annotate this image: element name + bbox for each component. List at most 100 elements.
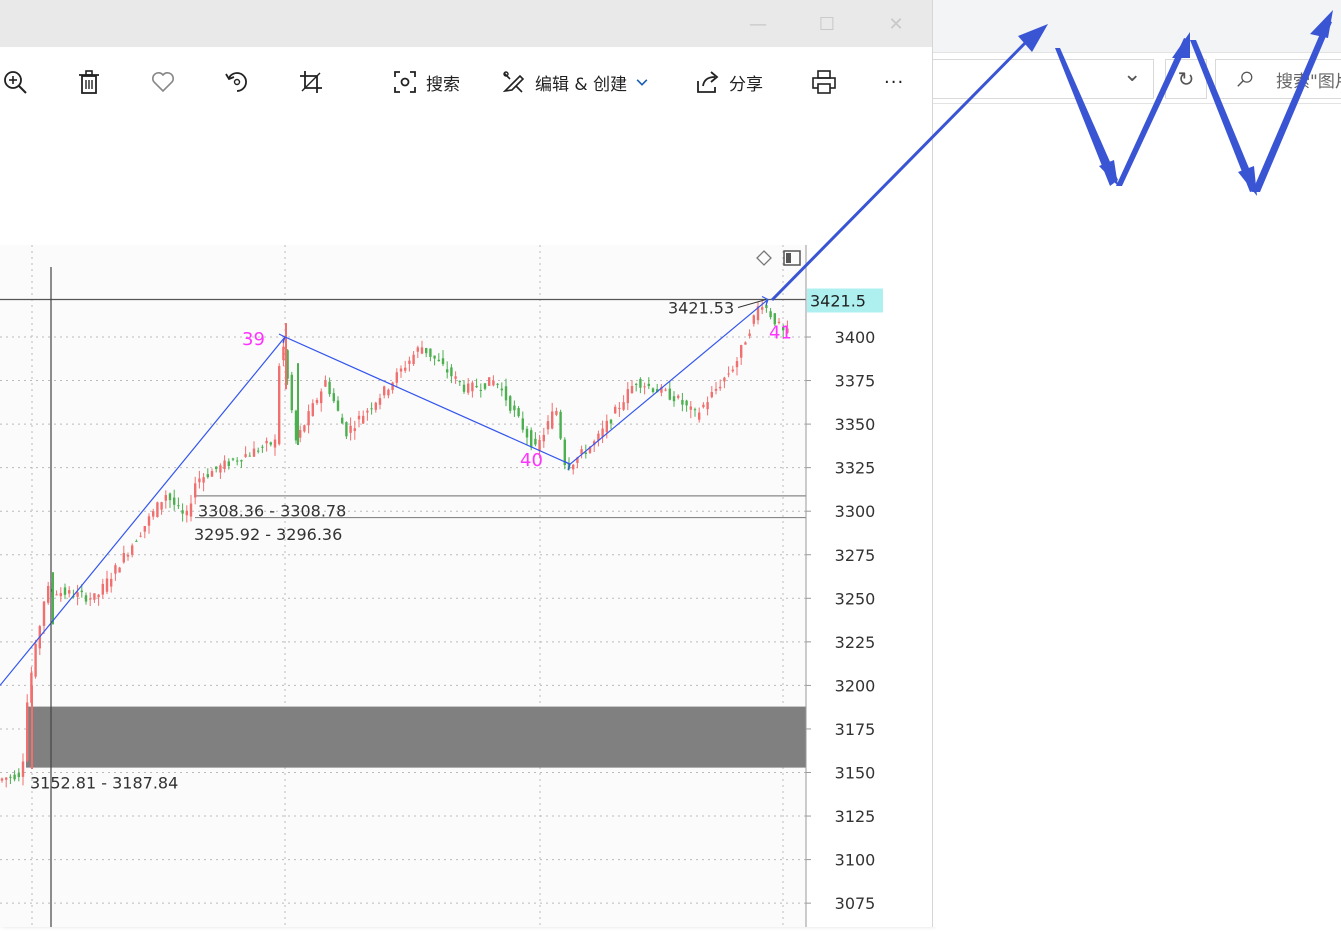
candle-body bbox=[206, 474, 209, 478]
candle-body bbox=[404, 367, 407, 371]
chart-panel-icon[interactable] bbox=[783, 250, 801, 266]
candle-body bbox=[252, 448, 256, 457]
candle-body bbox=[269, 442, 272, 445]
candle-body bbox=[660, 387, 663, 393]
candle-body bbox=[521, 418, 524, 430]
candle-body bbox=[370, 408, 373, 410]
title-bar: — ☐ ✕ bbox=[0, 0, 932, 47]
refresh-button[interactable]: ↻ bbox=[1165, 59, 1207, 99]
price-annotation: 3421.53 bbox=[668, 298, 734, 317]
candle-body bbox=[76, 592, 79, 597]
candle-body bbox=[479, 389, 482, 391]
candle-body bbox=[761, 307, 764, 310]
candle-body bbox=[5, 777, 8, 780]
crop-button[interactable] bbox=[298, 56, 324, 108]
wave-arrowhead bbox=[563, 460, 571, 471]
dropdown-chevron-icon[interactable]: ⌄ bbox=[1123, 62, 1142, 87]
candle-body bbox=[626, 389, 629, 404]
edit-create-button[interactable]: 编辑 & 创建 bbox=[501, 56, 649, 108]
candle-body bbox=[34, 643, 37, 677]
candles bbox=[0, 299, 789, 788]
candle-body bbox=[635, 383, 638, 385]
y-tick-label: 3300 bbox=[835, 502, 876, 521]
candle-body bbox=[614, 406, 617, 414]
candle-body bbox=[135, 540, 138, 542]
candle-body bbox=[639, 378, 642, 388]
candle-body bbox=[702, 404, 705, 408]
current-price-label: 3421.5 bbox=[810, 291, 866, 310]
candle-body bbox=[504, 386, 508, 401]
search-input[interactable]: 搜索"图片" bbox=[1215, 59, 1341, 99]
chart-image: 39 40 41 3421.53 3308.36 - 3308.78 3295.92 - … bbox=[0, 245, 884, 927]
delete-button[interactable] bbox=[76, 56, 102, 108]
wave-arrowhead bbox=[761, 295, 769, 306]
candle-body bbox=[324, 380, 327, 387]
y-tick-label: 3400 bbox=[835, 328, 876, 347]
candle-body bbox=[664, 389, 667, 391]
zoom-in-button[interactable] bbox=[2, 56, 28, 108]
candle-body bbox=[576, 457, 579, 464]
candle-body bbox=[677, 395, 680, 398]
minimize-button[interactable]: — bbox=[749, 13, 767, 35]
candle-body bbox=[17, 773, 20, 778]
price-axis: 3400 3375 3350 3325 3300 3275 3250 3225 3200 3175… bbox=[805, 245, 884, 927]
rotate-button[interactable] bbox=[224, 56, 250, 108]
y-tick-label: 3375 bbox=[835, 372, 876, 391]
candle-body bbox=[437, 359, 440, 362]
candle-body bbox=[189, 503, 193, 517]
candle-body bbox=[698, 412, 701, 420]
candle-body bbox=[219, 465, 222, 473]
candle-body bbox=[433, 355, 436, 359]
candle-body bbox=[399, 368, 403, 372]
visual-search-button[interactable]: 搜索 bbox=[392, 56, 460, 108]
candle-body bbox=[630, 385, 634, 394]
candle-body bbox=[584, 452, 587, 454]
candle-body bbox=[257, 450, 260, 452]
scan-search-icon bbox=[394, 71, 416, 93]
candle-body bbox=[555, 410, 558, 415]
candlestick-chart: 39 40 41 3421.53 3308.36 - 3308.78 3295.92 - … bbox=[0, 245, 884, 927]
candle-body bbox=[740, 345, 743, 358]
candle-body bbox=[215, 466, 218, 470]
candle-body bbox=[185, 510, 188, 516]
candle-body bbox=[362, 415, 365, 424]
candle-body bbox=[311, 403, 314, 417]
y-tick-label: 3350 bbox=[835, 415, 876, 434]
explorer-title-area bbox=[933, 0, 1341, 53]
candle-body bbox=[723, 377, 726, 382]
y-tick-label: 3150 bbox=[835, 764, 876, 783]
chart-diamond-icon[interactable] bbox=[756, 250, 772, 266]
candle-body bbox=[265, 440, 268, 444]
candle-body bbox=[244, 454, 247, 457]
maximize-button[interactable]: ☐ bbox=[818, 13, 836, 35]
candle-body bbox=[332, 393, 335, 402]
candle-body bbox=[588, 446, 592, 453]
print-button[interactable] bbox=[811, 56, 837, 108]
candle-body bbox=[374, 402, 377, 410]
candle-body bbox=[55, 594, 58, 596]
candle-body bbox=[782, 326, 785, 331]
candle-body bbox=[685, 400, 688, 406]
share-icon bbox=[697, 71, 719, 93]
candle-body bbox=[156, 502, 159, 518]
candle-body bbox=[416, 347, 419, 352]
candle-body bbox=[177, 505, 180, 507]
share-button[interactable]: 分享 bbox=[695, 56, 763, 108]
price-annotation: 3308.36 - 3308.78 bbox=[198, 501, 346, 520]
annotation-pointer bbox=[737, 299, 767, 308]
more-button[interactable]: ··· bbox=[884, 56, 904, 108]
candle-body bbox=[97, 594, 100, 598]
candle-body bbox=[719, 386, 722, 389]
candle-body bbox=[395, 372, 398, 383]
address-field[interactable]: ⌄ bbox=[933, 59, 1154, 99]
search-icon bbox=[1237, 71, 1253, 87]
candle-body bbox=[110, 578, 113, 587]
candle-body bbox=[731, 369, 734, 372]
candle-body bbox=[689, 406, 692, 410]
candle-body bbox=[597, 433, 600, 441]
candle-body bbox=[383, 386, 386, 396]
wave-polyline bbox=[0, 299, 769, 686]
close-button[interactable]: ✕ bbox=[888, 13, 904, 35]
candle-body bbox=[147, 516, 151, 526]
favorite-button[interactable] bbox=[150, 56, 176, 108]
